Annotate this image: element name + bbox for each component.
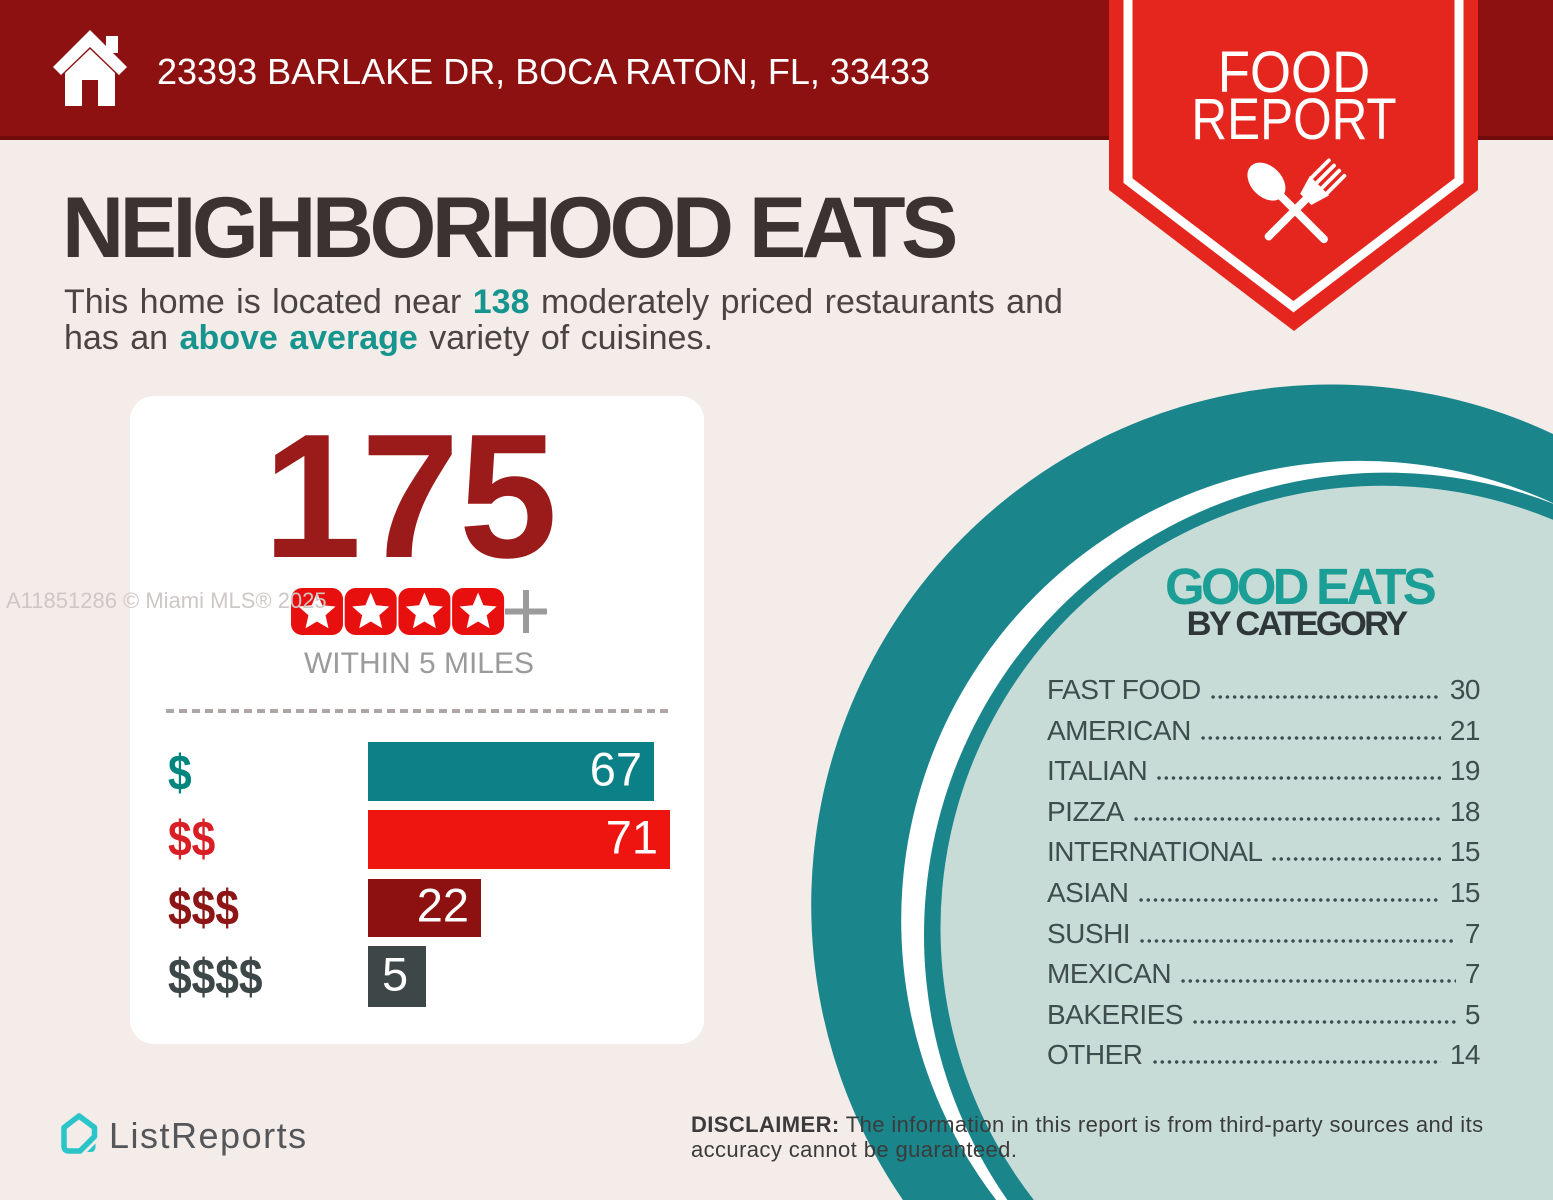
svg-text:REPORT: REPORT bbox=[1191, 87, 1396, 152]
svg-text:FOOD: FOOD bbox=[1218, 39, 1370, 104]
